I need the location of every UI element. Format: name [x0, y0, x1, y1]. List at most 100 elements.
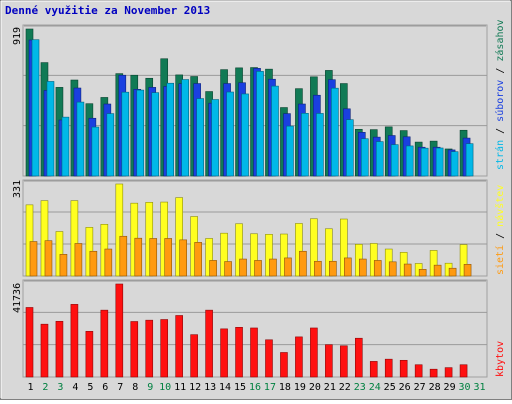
x-tick-label: 7 [117, 382, 124, 393]
legend-word: / [495, 67, 506, 80]
bar-kbytov-30 [459, 364, 468, 378]
bar-kbytov-27 [414, 364, 423, 378]
ymax-label-kbytes: 41736 [12, 282, 23, 313]
bar-strán-26 [405, 145, 414, 177]
bar-kbytov-15 [235, 327, 243, 378]
bar-strán-28 [435, 147, 444, 177]
bar-kbytov-10 [160, 319, 169, 378]
bar-sietí-11 [179, 239, 187, 277]
bar-strán-19 [301, 112, 309, 177]
bar-kbytov-6 [100, 309, 109, 378]
x-tick-label: 8 [132, 382, 139, 393]
bar-sietí-18 [284, 257, 292, 277]
bar-návštev-22 [340, 218, 348, 277]
bar-strán-9 [151, 92, 160, 177]
legend-kbytes: kbytov [495, 341, 506, 377]
x-tick-label: 2 [42, 382, 49, 393]
bar-strán-18 [286, 125, 294, 177]
bar-strán-15 [241, 93, 249, 177]
bar-kbytov-21 [325, 344, 333, 378]
bar-sietí-13 [209, 260, 217, 277]
bar-návštev-28 [429, 250, 438, 277]
x-tick-label: 20 [308, 382, 321, 393]
bar-strán-10 [166, 82, 175, 177]
bar-sietí-20 [314, 260, 322, 277]
x-tick-label: 9 [147, 382, 154, 393]
ymax-label-hits: 919 [12, 26, 23, 45]
bar-návštev-24 [369, 243, 378, 277]
bar-strán-8 [136, 89, 145, 177]
bar-strán-30 [465, 143, 474, 177]
bar-sietí-25 [388, 261, 397, 277]
bar-strán-2 [46, 81, 55, 177]
x-tick-label: 22 [338, 382, 351, 393]
bar-kbytov-25 [384, 358, 393, 378]
bar-sietí-28 [433, 264, 442, 277]
bar-kbytov-12 [190, 334, 198, 378]
bar-strán-29 [450, 151, 459, 177]
bar-strán-25 [390, 144, 399, 177]
bar-sietí-26 [403, 263, 412, 277]
bar-sietí-14 [224, 261, 232, 277]
bar-strán-1 [31, 39, 40, 177]
bar-kbytov-14 [220, 328, 228, 378]
x-tick-label: 27 [413, 382, 426, 393]
bar-návštev-17 [265, 234, 273, 277]
bar-sietí-4 [74, 243, 83, 277]
legend-hits-files-pages: strán / súborov / zásahov [495, 19, 506, 170]
bar-návštev-3 [55, 231, 64, 277]
bar-kbytov-17 [265, 339, 273, 378]
bar-návštev-21 [325, 228, 333, 277]
bar-sietí-6 [104, 248, 113, 277]
bar-kbytov-23 [354, 337, 363, 378]
bar-strán-5 [91, 126, 100, 177]
x-tick-label: 15 [234, 382, 247, 393]
x-tick-label: 18 [278, 382, 291, 393]
bar-kbytov-2 [40, 323, 49, 378]
bar-strán-7 [121, 91, 130, 177]
ymax-label-visits: 331 [12, 179, 23, 198]
bar-návštev-30 [459, 244, 468, 277]
bar-strán-23 [360, 138, 369, 177]
bar-návštev-2 [40, 200, 49, 277]
x-tick-label: 6 [102, 382, 109, 393]
bar-kbytov-11 [175, 315, 183, 378]
bar-strán-17 [271, 85, 279, 177]
bar-strán-16 [256, 71, 264, 177]
bar-strán-3 [61, 116, 70, 177]
x-tick-label: 29 [443, 382, 456, 393]
bar-kbytov-16 [250, 327, 258, 378]
x-tick-label: 26 [398, 382, 411, 393]
bar-návštev-13 [205, 238, 213, 277]
bar-sietí-10 [164, 238, 173, 277]
x-tick-label: 12 [189, 382, 202, 393]
bar-strán-20 [316, 113, 324, 177]
bar-kbytov-22 [340, 345, 348, 378]
bar-kbytov-8 [130, 321, 139, 378]
bar-strán-14 [226, 91, 234, 177]
bar-kbytov-5 [85, 331, 94, 378]
bar-strán-21 [331, 87, 339, 177]
bar-sietí-8 [134, 237, 143, 277]
bar-návštev-20 [310, 218, 318, 277]
x-tick-label: 31 [473, 382, 486, 393]
bar-návštev-15 [235, 223, 243, 277]
bar-sietí-12 [194, 242, 202, 277]
bar-strán-22 [346, 119, 354, 177]
bar-sietí-5 [89, 250, 98, 277]
bar-kbytov-1 [25, 307, 34, 378]
bar-sietí-1 [29, 241, 38, 277]
bar-strán-13 [211, 99, 219, 177]
bar-sietí-29 [448, 267, 457, 277]
bar-kbytov-29 [444, 367, 453, 378]
x-tick-label: 5 [87, 382, 94, 393]
legend-visits-sites: sietí / návštev [495, 185, 506, 275]
x-tick-label: 25 [383, 382, 396, 393]
x-tick-label: 17 [263, 382, 276, 393]
legend-word: sietí [495, 244, 506, 275]
bar-návštev-4 [70, 200, 79, 277]
bar-návštev-1 [25, 204, 34, 277]
bar-návštev-18 [280, 233, 288, 277]
bar-sietí-27 [418, 269, 427, 277]
bar-kbytov-13 [205, 309, 213, 378]
